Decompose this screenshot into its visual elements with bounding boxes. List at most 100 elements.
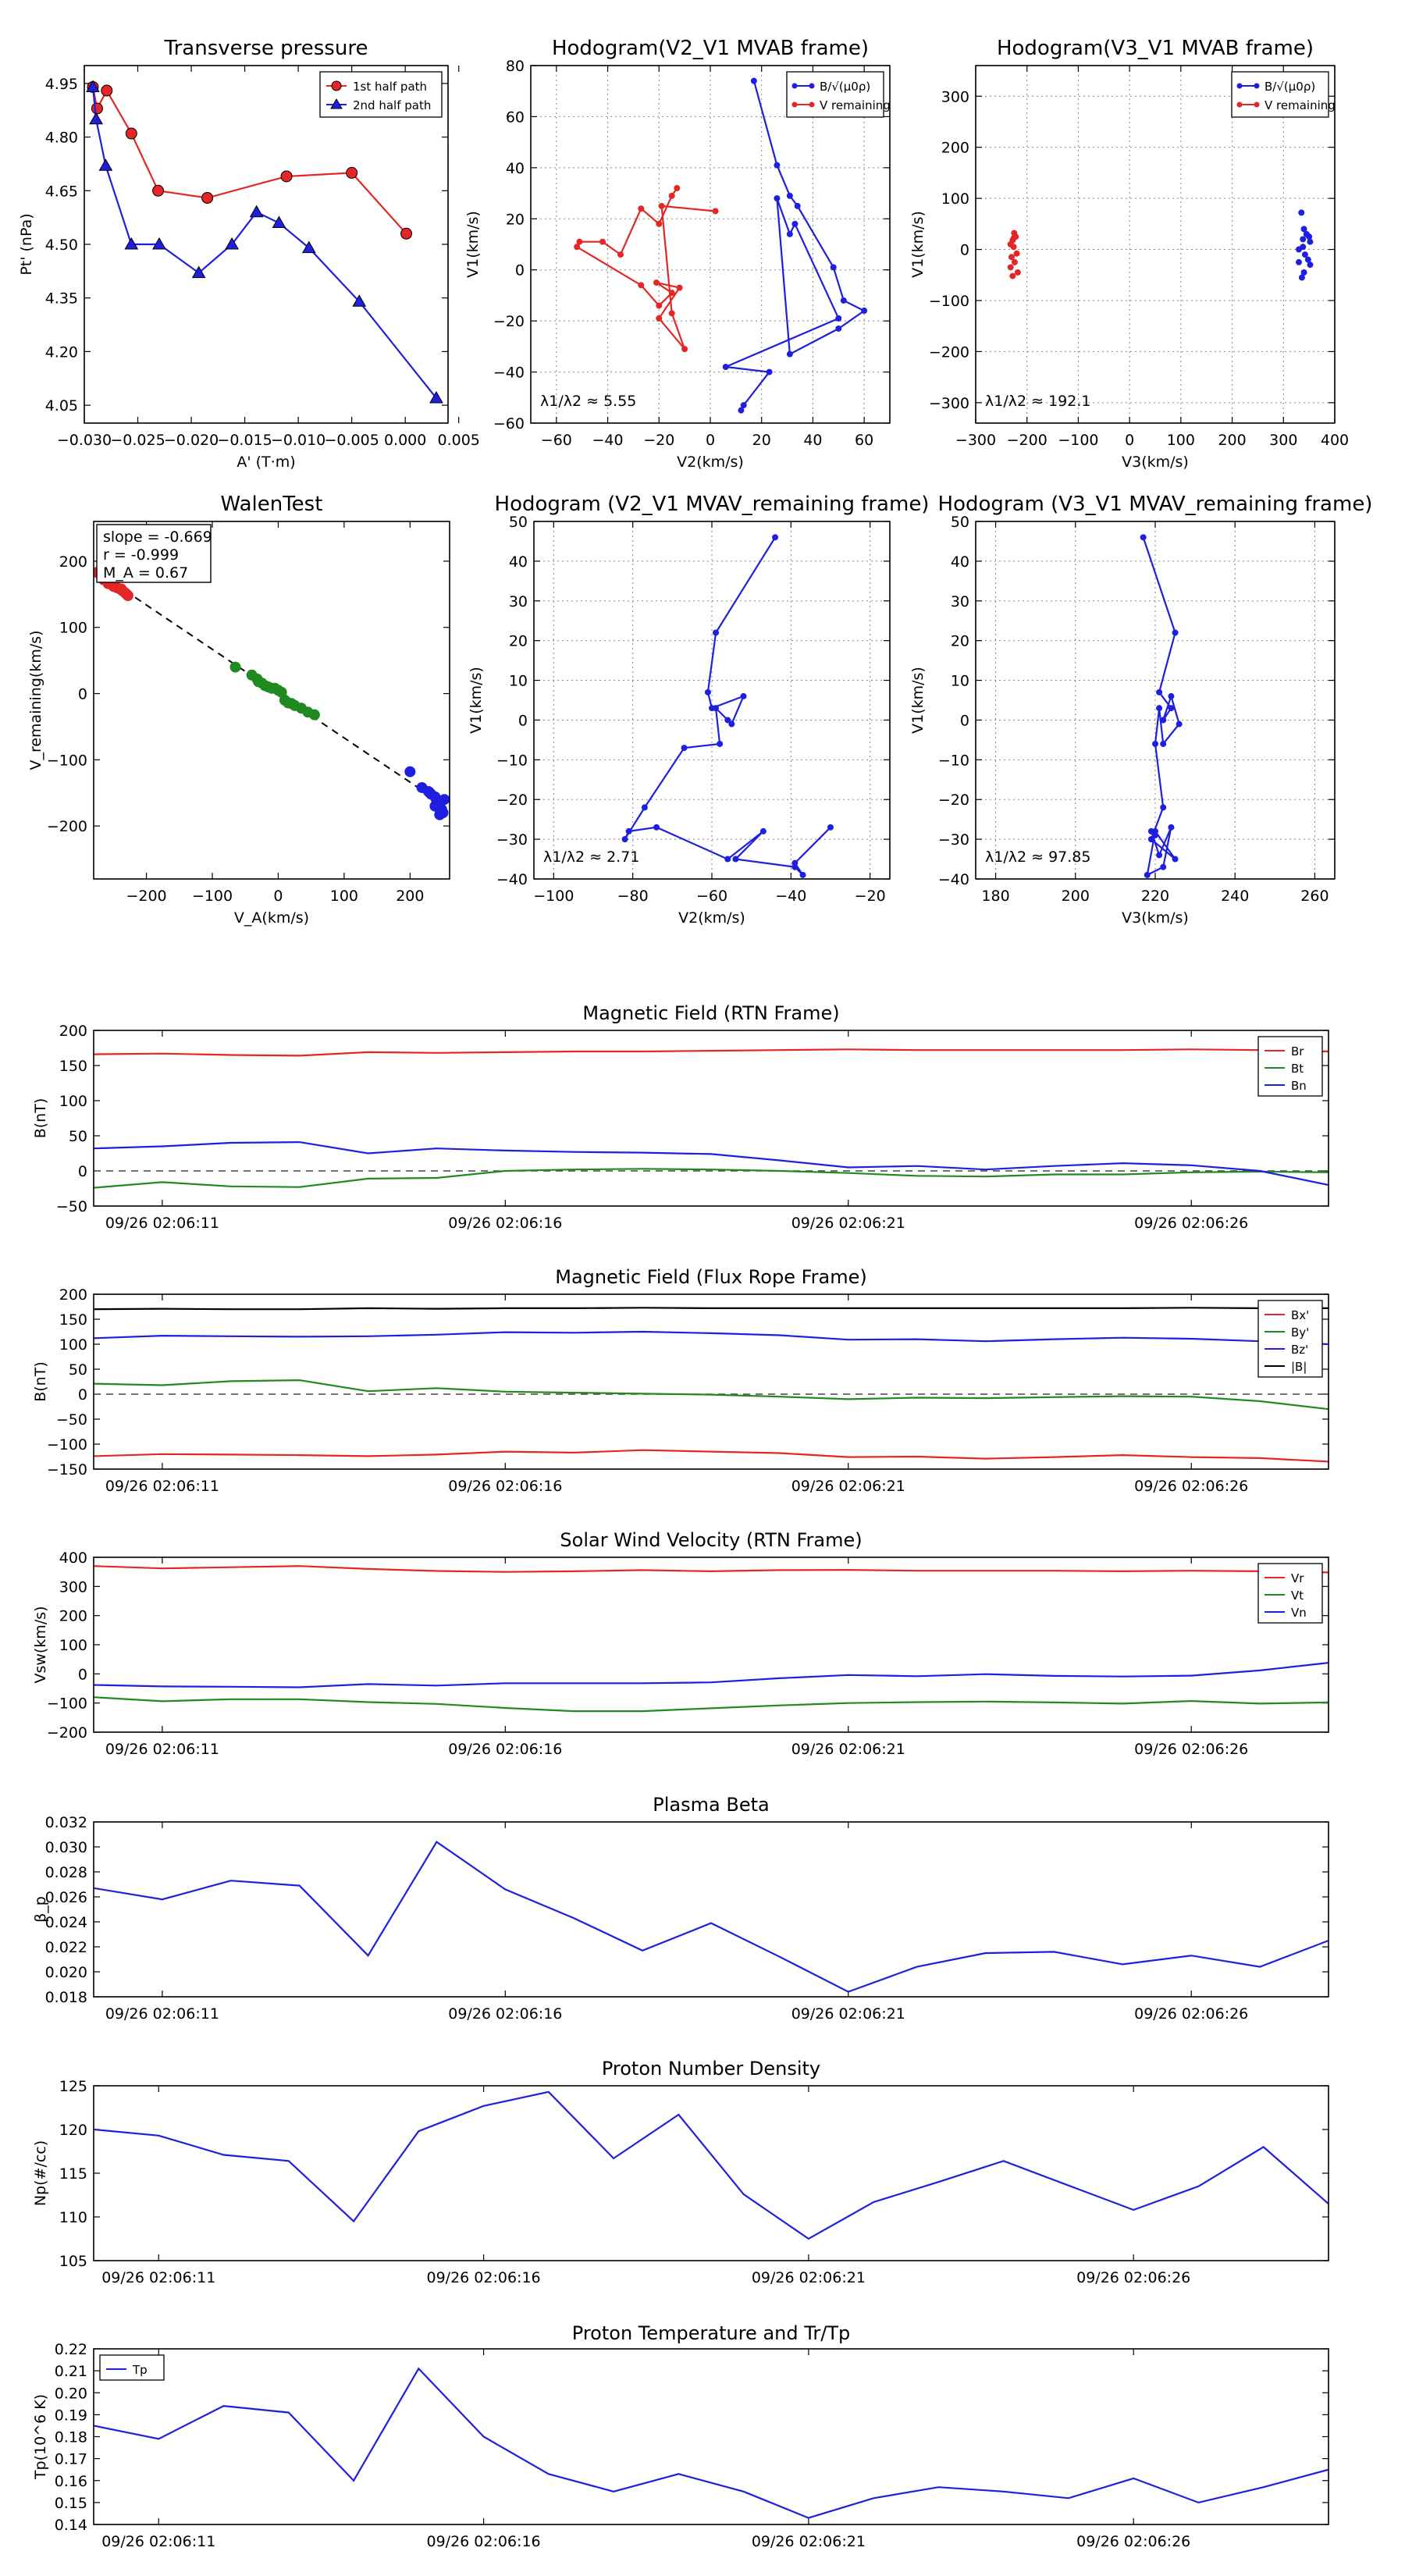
y-tick-label: 125: [59, 2078, 87, 2095]
data-point: [424, 787, 436, 799]
data-point: [1160, 717, 1167, 724]
y-tick-label: 200: [59, 1608, 87, 1625]
y-tick-label: 30: [509, 593, 528, 610]
data-point: [656, 302, 663, 309]
x-tick-label: 200: [1218, 432, 1246, 449]
chart-proton-number-density: Proton Number Density 105 110 115 120 125 09/2…: [32, 2058, 1329, 2286]
y-tick-label: 30: [951, 593, 969, 610]
time-tick-label: 09/26 02:06:11: [101, 2269, 215, 2286]
chart-title: Hodogram(V3_V1 MVAB frame): [997, 37, 1314, 60]
x-tick-label: −60: [541, 432, 572, 449]
legend-box: [786, 71, 884, 118]
data-point: [1160, 804, 1167, 811]
data-point: [404, 766, 416, 777]
data-point: [191, 265, 206, 279]
y-tick-label: 0: [78, 1163, 87, 1180]
y-tick-label: 40: [506, 160, 525, 177]
time-tick-label: 09/26 02:06:26: [1134, 1478, 1248, 1495]
y-tick-label: −20: [493, 313, 525, 330]
y-tick-label: 150: [59, 1311, 87, 1329]
eigenvalue-ratio-label: λ1/λ2 ≈ 5.55: [540, 393, 636, 410]
time-tick-label: 09/26 02:06:16: [448, 2005, 562, 2023]
data-point: [89, 112, 103, 125]
data-point: [791, 859, 799, 866]
data-point: [1156, 688, 1163, 696]
y-tick-label: 0: [78, 1666, 87, 1683]
data-point: [272, 215, 286, 229]
data-point: [1172, 629, 1179, 636]
series-line-Np: [94, 2090, 1329, 2240]
time-tick-label: 09/26 02:06:21: [752, 2269, 866, 2286]
legend-label: By': [1291, 1325, 1309, 1340]
legend-marker: [809, 83, 815, 89]
y-tick-label: 0: [518, 712, 528, 729]
y-tick-label: −100: [47, 1695, 87, 1713]
plot-frame: [93, 1293, 1329, 1470]
y-tick-label: 0.020: [45, 1964, 87, 1981]
data-point: [713, 629, 720, 636]
y-tick-label: 0.20: [55, 2385, 87, 2402]
x-axis-label: V3(km/s): [1122, 909, 1189, 927]
data-point: [599, 238, 606, 245]
data-point: [1156, 705, 1163, 712]
data-point: [116, 583, 127, 595]
time-tick-label: 09/26 02:06:26: [1134, 1215, 1248, 1232]
x-tick-label: −100: [192, 888, 233, 905]
y-tick-label: 300: [941, 88, 969, 105]
data-point: [1014, 269, 1021, 276]
data-point: [1147, 836, 1154, 843]
y-axis-label: Vsw(km/s): [32, 1606, 49, 1683]
x-tick-label: −200: [126, 888, 166, 905]
data-point: [434, 809, 446, 820]
time-tick-label: 09/26 02:06:26: [1134, 1741, 1248, 1758]
data-point: [794, 202, 801, 209]
data-point: [830, 264, 837, 271]
plot-area: [574, 77, 868, 414]
legend-label: 2nd half path: [353, 98, 431, 112]
time-tick-label: 09/26 02:06:21: [791, 1215, 905, 1232]
plot-area: [94, 1565, 1329, 1713]
y-tick-label: 110: [59, 2209, 87, 2226]
y-tick-label: −50: [56, 1411, 87, 1429]
series-line-2nd half path: [91, 87, 437, 399]
legend-label: Bz': [1291, 1343, 1308, 1357]
data-point: [681, 745, 688, 752]
y-tick-label: 0.15: [55, 2495, 87, 2512]
y-tick-label: −40: [938, 871, 969, 888]
time-tick-label: 09/26 02:06:16: [448, 1741, 562, 1758]
x-tick-label: −0.025: [110, 432, 165, 449]
data-point: [750, 77, 757, 84]
data-point: [713, 705, 720, 712]
y-axis-label: V1(km/s): [468, 667, 485, 734]
plot-frame: [93, 2085, 1329, 2261]
data-point: [122, 589, 133, 601]
legend-label: B/√(μ0ρ): [820, 80, 870, 94]
plot-area: [1007, 209, 1314, 281]
y-tick-label: −30: [938, 831, 969, 849]
y-tick-label: 100: [941, 190, 969, 208]
data-point: [704, 688, 711, 696]
y-tick-label: 0: [960, 242, 969, 259]
walen-stat-line: slope = -0.669: [103, 528, 212, 546]
time-tick-label: 09/26 02:06:11: [101, 2533, 215, 2550]
y-tick-label: 105: [59, 2253, 87, 2270]
chart-plasma-beta: Plasma Beta 0.018 0.020 0.022 0.024 0.026 0.02…: [32, 1794, 1329, 2023]
chart-title: Proton Number Density: [602, 2058, 820, 2080]
chart-title: Magnetic Field (Flux Rope Frame): [555, 1266, 866, 1288]
y-tick-label: 200: [59, 553, 87, 571]
y-tick-label: 0.032: [45, 1814, 87, 1831]
plot-frame: [975, 65, 1336, 424]
data-point: [621, 836, 628, 843]
y-tick-label: 4.35: [45, 290, 78, 308]
x-tick-label: 0: [273, 888, 283, 905]
data-point: [658, 202, 665, 209]
data-point: [1008, 254, 1015, 261]
legend-marker: [1236, 101, 1243, 108]
legend-box: [1257, 1300, 1323, 1378]
data-point: [101, 84, 113, 97]
walen-stat-line: r = -0.999: [103, 546, 179, 564]
data-point: [1303, 230, 1310, 237]
y-axis-label: Pt' (nPa): [18, 213, 35, 275]
legend-box: [1257, 1563, 1323, 1624]
data-point: [125, 127, 137, 140]
